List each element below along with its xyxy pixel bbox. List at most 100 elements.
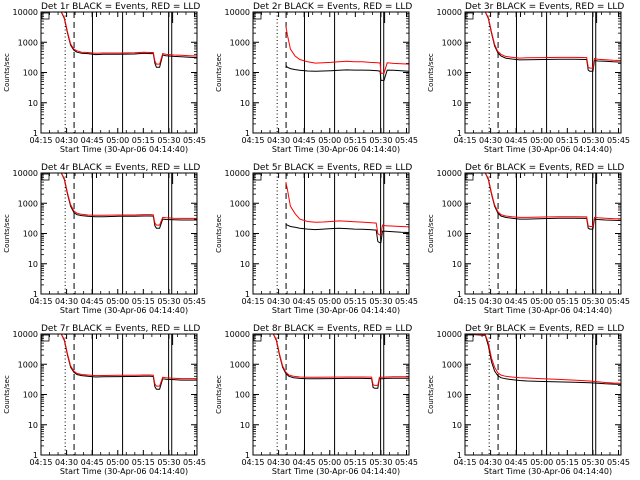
x-tick-label: 05:45 (395, 297, 418, 306)
panel-det-1r: 1 10 100 1000 10000 04:15 04:30 04:45 05:00 05:15… (3, 2, 206, 154)
y-tick-label: 1 (245, 451, 250, 460)
y-axis-label: Counts/sec (3, 375, 11, 414)
y-tick-label: 10 (452, 99, 462, 108)
y-tick-label: 1000 (230, 360, 250, 369)
y-tick-label: 1000 (18, 199, 38, 208)
x-tick-label: 05:45 (395, 136, 418, 145)
y-tick-label: 10 (240, 99, 250, 108)
y-axis-label: Counts/sec (215, 214, 223, 253)
flag-marker (596, 11, 602, 23)
x-tick-label: 05:00 (106, 458, 129, 467)
flag-marker (384, 333, 390, 345)
y-tick-label: 100 (447, 230, 462, 239)
y-tick-label: 10 (28, 260, 38, 269)
x-tick-label: 05:45 (395, 458, 418, 467)
y-tick-label: 100 (235, 230, 250, 239)
plot-frame (464, 11, 622, 134)
y-tick-label: 100 (23, 69, 38, 78)
x-tick-label: 05:00 (318, 136, 341, 145)
y-tick-label: 1 (33, 129, 38, 138)
panel-det-4r: 1 10 100 1000 10000 04:15 04:30 04:45 05:00 05:15… (3, 163, 206, 315)
x-tick-label: 04:30 (479, 136, 502, 145)
x-tick-label: 04:15 (241, 458, 264, 467)
x-tick-label: 04:30 (55, 297, 78, 306)
corner-mark (465, 12, 474, 20)
y-axis-label: Counts/sec (427, 214, 435, 253)
panel-title: Det 2r BLACK = Events, RED = LLD (253, 2, 412, 12)
y-axis-label: Counts/sec (427, 375, 435, 414)
panel-title: Det 4r BLACK = Events, RED = LLD (41, 163, 200, 173)
flag-marker (95, 11, 100, 17)
x-tick-label: 05:30 (157, 136, 180, 145)
x-tick-label: 04:30 (55, 458, 78, 467)
x-tick-label: 04:45 (293, 136, 316, 145)
y-tick-label: 1000 (18, 360, 38, 369)
series-line-lld (41, 334, 197, 387)
y-tick-label: 10 (28, 421, 38, 430)
x-tick-label: 04:45 (293, 458, 316, 467)
series-line-events (285, 65, 409, 81)
panel-title: Det 1r BLACK = Events, RED = LLD (41, 2, 200, 12)
flag-marker (307, 172, 312, 178)
y-tick-label: 1 (457, 451, 462, 460)
series-line-lld (41, 173, 197, 226)
series-line-events (41, 12, 197, 68)
plot-frame (40, 11, 198, 134)
panel-title: Det 5r BLACK = Events, RED = LLD (253, 163, 412, 173)
y-tick-label: 1000 (442, 199, 462, 208)
plot-frame (40, 333, 198, 456)
series-line-events (41, 334, 197, 390)
y-tick-label: 10000 (437, 330, 462, 339)
series-line-events (285, 223, 409, 244)
y-tick-label: 1000 (442, 360, 462, 369)
x-tick-label: 04:15 (453, 136, 476, 145)
y-axis-label: Counts/sec (3, 214, 11, 253)
flag-marker (172, 172, 178, 184)
series-line-events (465, 173, 621, 230)
y-tick-label: 1 (457, 129, 462, 138)
y-tick-label: 1 (457, 290, 462, 299)
panel-det-6r: 1 10 100 1000 10000 04:15 04:30 04:45 05:00 05:15… (427, 163, 630, 315)
x-tick-label: 04:15 (29, 297, 52, 306)
flag-marker (95, 172, 100, 178)
x-axis-label: Start Time (30-Apr-06 04:14:40) (272, 467, 400, 476)
x-tick-label: 05:30 (369, 136, 392, 145)
plot-frame (464, 172, 622, 295)
y-axis-label: Counts/sec (3, 53, 11, 92)
x-tick-label: 05:15 (132, 136, 155, 145)
x-tick-label: 05:30 (581, 458, 604, 467)
y-tick-label: 10000 (225, 169, 250, 178)
x-tick-label: 05:15 (344, 297, 367, 306)
y-tick-label: 1 (33, 451, 38, 460)
x-tick-label: 04:15 (29, 136, 52, 145)
flag-marker (519, 172, 524, 178)
flag-marker (596, 333, 602, 345)
y-tick-label: 1000 (18, 38, 38, 47)
x-tick-label: 05:15 (132, 297, 155, 306)
x-axis-label: Start Time (30-Apr-06 04:14:40) (60, 306, 188, 315)
x-axis-label: Start Time (30-Apr-06 04:14:40) (272, 145, 400, 154)
y-tick-label: 10000 (13, 8, 38, 17)
corner-mark (253, 334, 262, 342)
x-tick-label: 05:15 (556, 458, 579, 467)
x-axis-label: Start Time (30-Apr-06 04:14:40) (484, 467, 612, 476)
y-tick-label: 10 (28, 99, 38, 108)
series-line-events (465, 12, 621, 72)
plot-frame (252, 172, 410, 295)
x-tick-label: 04:30 (267, 297, 290, 306)
x-tick-label: 04:45 (81, 297, 104, 306)
x-tick-label: 05:45 (183, 458, 206, 467)
panel-det-7r: 1 10 100 1000 10000 04:15 04:30 04:45 05:00 05:15… (3, 324, 206, 476)
corner-mark (465, 334, 474, 342)
x-tick-label: 04:30 (267, 136, 290, 145)
series-line-lld (285, 25, 409, 74)
panel-title: Det 6r BLACK = Events, RED = LLD (465, 163, 624, 173)
y-axis-label: Counts/sec (427, 53, 435, 92)
panel-det-3r: 1 10 100 1000 10000 04:15 04:30 04:45 05:00 05:15… (427, 2, 630, 154)
y-tick-label: 10000 (437, 8, 462, 17)
corner-mark (41, 173, 50, 181)
x-tick-label: 05:15 (132, 458, 155, 467)
y-tick-label: 10000 (13, 169, 38, 178)
panel-title: Det 7r BLACK = Events, RED = LLD (41, 324, 200, 334)
